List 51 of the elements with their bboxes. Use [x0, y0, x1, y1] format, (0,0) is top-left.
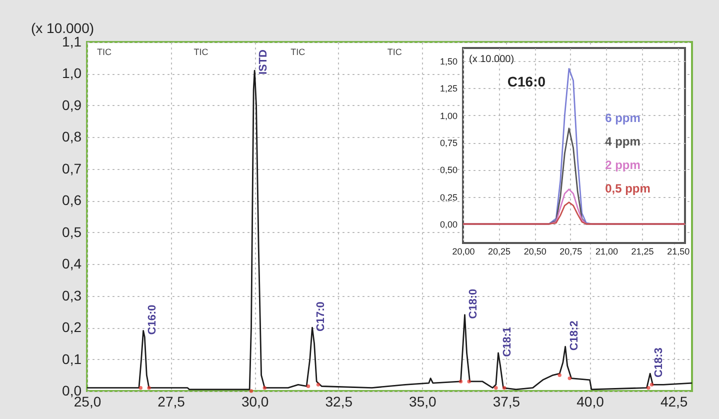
y-tick-label: 1,0: [62, 65, 82, 82]
annotation: TIC: [194, 47, 209, 57]
x-tick-label: 21,25: [631, 246, 654, 256]
y-tick-label: 1,00: [440, 110, 458, 121]
y-axis-title: (x 10.000): [469, 54, 514, 65]
annotation: ISTD: [258, 49, 270, 75]
x-tick-label: 20,50: [524, 246, 546, 256]
y-tick-label: 0,0: [62, 382, 82, 398]
y-tick-label: 0,75: [440, 138, 458, 148]
annotation: C17:0: [315, 302, 328, 332]
text: 2 ppm: [605, 158, 640, 172]
annotation: TIC: [387, 47, 402, 57]
x-tick-label: 35,0: [409, 394, 437, 410]
y-tick-label: 0,2: [62, 319, 82, 336]
annotation: TIC: [97, 47, 112, 57]
text: 0,5 ppm: [605, 181, 650, 196]
y-tick-label: 0,50: [440, 165, 458, 176]
annotation: C18:2: [568, 320, 580, 351]
y-tick-label: 0,5: [62, 224, 82, 240]
x-tick-label: 32,5: [325, 394, 353, 410]
text: C16:0: [507, 73, 546, 90]
y-axis-title: (x 10.000): [31, 20, 94, 36]
x-tick-label: 37,5: [492, 394, 520, 410]
y-tick-label: 0,3: [62, 287, 82, 304]
y-tick-label: 0,7: [62, 160, 82, 176]
x-tick-label: 21,00: [595, 246, 618, 256]
x-tick-label: 40,0: [576, 394, 604, 410]
x-tick-label: 30,0: [241, 394, 269, 410]
y-tick-label: 1,50: [440, 56, 458, 67]
text: 4 ppm: [605, 134, 640, 149]
y-tick-label: 0,25: [440, 192, 458, 202]
x-tick-label: 21,50: [667, 246, 690, 256]
annotation: C18:1: [501, 326, 514, 357]
y-tick-label: 0,8: [62, 128, 82, 145]
y-tick-label: 1,25: [440, 84, 458, 94]
x-tick-label: 20,00: [452, 246, 475, 256]
y-tick-label: 0,00: [440, 219, 458, 230]
x-tick-label: 20,75: [560, 246, 582, 256]
annotation: C18:3: [653, 348, 666, 378]
x-tick-label: 20,25: [488, 246, 511, 256]
annotation: TIC: [290, 47, 306, 57]
y-tick-label: 0,9: [62, 96, 82, 113]
x-tick-label: 27,5: [158, 394, 186, 410]
y-tick-label: 0,6: [62, 192, 82, 208]
y-tick-label: 0,1: [62, 350, 82, 367]
y-tick-label: 1,1: [62, 34, 82, 50]
y-tick-label: 0,4: [62, 256, 82, 272]
annotation: C18:0: [468, 288, 480, 319]
text: 6 ppm: [605, 111, 640, 126]
x-tick-label: 42,5: [660, 394, 688, 410]
annotation: C16:0: [146, 304, 158, 335]
